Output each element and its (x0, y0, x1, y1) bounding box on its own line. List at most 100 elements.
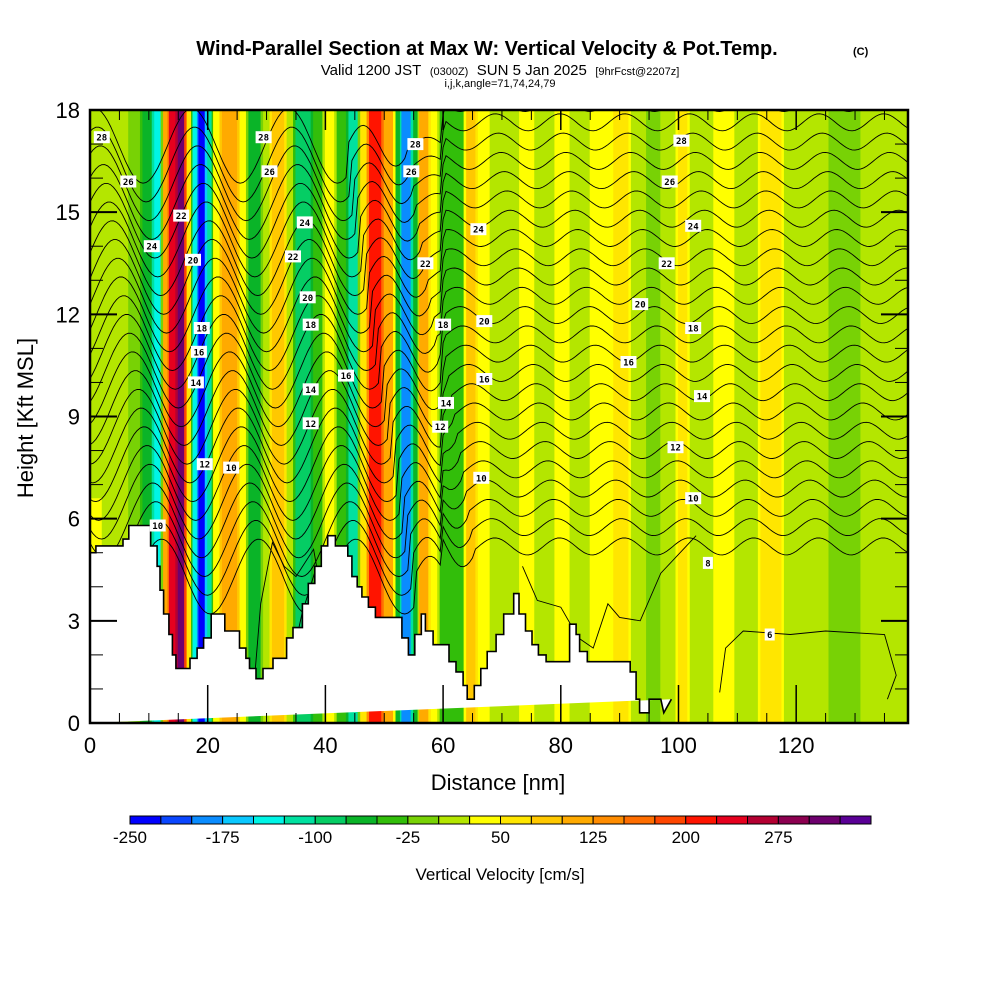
colorbar-swatch (777, 815, 810, 825)
subtitle-date: SUN 5 Jan 2025 (477, 62, 587, 79)
theta-contour-line (90, 132, 908, 222)
contour-label-bg (193, 322, 210, 334)
velocity-column (286, 110, 297, 723)
velocity-column (168, 110, 179, 723)
velocity-column (395, 110, 403, 723)
contour-label: 20 (299, 291, 316, 304)
subtitle-forecast: [9hrFcst@2207z] (595, 66, 679, 78)
contour-label: 28 (407, 138, 424, 151)
y-tick-label: 9 (68, 405, 80, 430)
title-copyright-mark: (C) (853, 46, 869, 58)
velocity-column (783, 110, 809, 723)
colorbar-swatch (160, 815, 193, 825)
contour-label-bg (438, 396, 454, 409)
velocity-column (536, 110, 556, 723)
colorbar-swatch (191, 815, 224, 825)
contour-label: 14 (694, 390, 710, 403)
contour-label: 6 (764, 628, 775, 641)
contour-label-bg (658, 257, 675, 270)
contour-label-text: 26 (664, 178, 675, 188)
contour-label: 24 (470, 223, 487, 236)
velocity-column (713, 110, 738, 723)
velocity-patch (90, 498, 102, 553)
velocity-column (239, 110, 250, 723)
contour-label-bg (143, 240, 160, 253)
x-tick-label: 60 (431, 733, 455, 758)
velocity-column (589, 110, 615, 723)
contour-label-text: 14 (190, 379, 201, 389)
theta-contour-line (90, 325, 908, 409)
contour-label-text: 12 (305, 420, 316, 430)
contour-label-text: 26 (406, 168, 417, 178)
velocity-column (271, 110, 288, 723)
contour-label-text: 28 (258, 134, 269, 144)
contour-label-text: 8 (705, 559, 710, 569)
contour-label: 10 (685, 492, 702, 505)
contour-label: 12 (196, 458, 213, 471)
contour-label: 20 (476, 315, 493, 328)
contour-label-text: 10 (152, 522, 163, 532)
terrain (90, 524, 673, 723)
contour-label-bg (685, 492, 702, 505)
y-tick-label: 0 (68, 711, 80, 736)
contour-label-bg (338, 369, 354, 382)
subtitle-valid-time: Valid 1200 JST (321, 62, 422, 79)
axis-tick-labels: 0 20 40 60 80 100 120 0 3 6 9 12 15 18 (56, 98, 815, 758)
colorbar-label: Vertical Velocity [cm/s] (415, 865, 584, 884)
velocity-column (369, 110, 385, 723)
colorbar-tick-label: -100 (298, 828, 332, 847)
contour-label-bg (620, 356, 637, 368)
x-tick-label: 100 (660, 733, 697, 758)
colorbar-swatch (654, 815, 687, 825)
colorbar-swatch (314, 815, 347, 825)
contour-label-text: 14 (697, 393, 708, 403)
contour-label-bg (694, 390, 710, 403)
theta-contour-line (90, 402, 908, 484)
contour-label-text: 16 (193, 348, 204, 358)
contour-label-text: 24 (299, 219, 310, 229)
contour-label-bg (190, 345, 207, 358)
contour-label: 22 (417, 257, 434, 270)
contour-label-bg (302, 318, 319, 331)
contour-label-text: 26 (123, 178, 134, 188)
contour-label-text: 24 (146, 243, 157, 253)
contour-label-bg (407, 138, 424, 151)
theta-contour-line (90, 498, 908, 577)
contour-label: 12 (667, 441, 684, 454)
contour-label-text: 24 (688, 222, 699, 232)
contour-label-text: 18 (305, 321, 316, 331)
theta-contour-line (90, 113, 908, 203)
colorbar-swatch (438, 815, 471, 825)
colorbar-swatch (685, 815, 718, 825)
subtitle-utc-time: (0300Z) (430, 66, 469, 78)
contour-label-bg (120, 175, 137, 188)
contour-label-text: 10 (688, 495, 699, 505)
contour-label-text: 14 (441, 399, 452, 409)
colorbar-swatch (345, 815, 378, 825)
theta-contour-line (90, 363, 908, 446)
contour-label-bg (667, 441, 684, 454)
theta-contour-line (90, 383, 908, 465)
colorbar-tick-label: 50 (491, 828, 510, 847)
axis-ticks (89, 109, 908, 724)
velocity-column (163, 110, 170, 723)
x-tick-label: 120 (778, 733, 815, 758)
contour-label-text: 16 (479, 376, 490, 386)
theta-contour-line (90, 460, 908, 540)
contour-label-bg (223, 461, 240, 474)
velocity-column (630, 110, 650, 723)
contour-label-bg (296, 216, 313, 229)
velocity-column (413, 110, 421, 723)
colorbar-swatch (283, 815, 316, 825)
contour-label: 18 (193, 322, 210, 335)
contour-label-text: 10 (226, 464, 237, 474)
contour-label-bg (255, 131, 272, 144)
velocity-column (177, 110, 188, 723)
theta-contour-line (90, 286, 908, 371)
contour-label: 20 (632, 298, 649, 311)
x-tick-label: 0 (84, 733, 96, 758)
colorbar-swatch (592, 815, 625, 825)
contour-label: 22 (658, 257, 675, 270)
contour-label-bg (435, 318, 452, 331)
contour-label: 16 (476, 373, 493, 386)
